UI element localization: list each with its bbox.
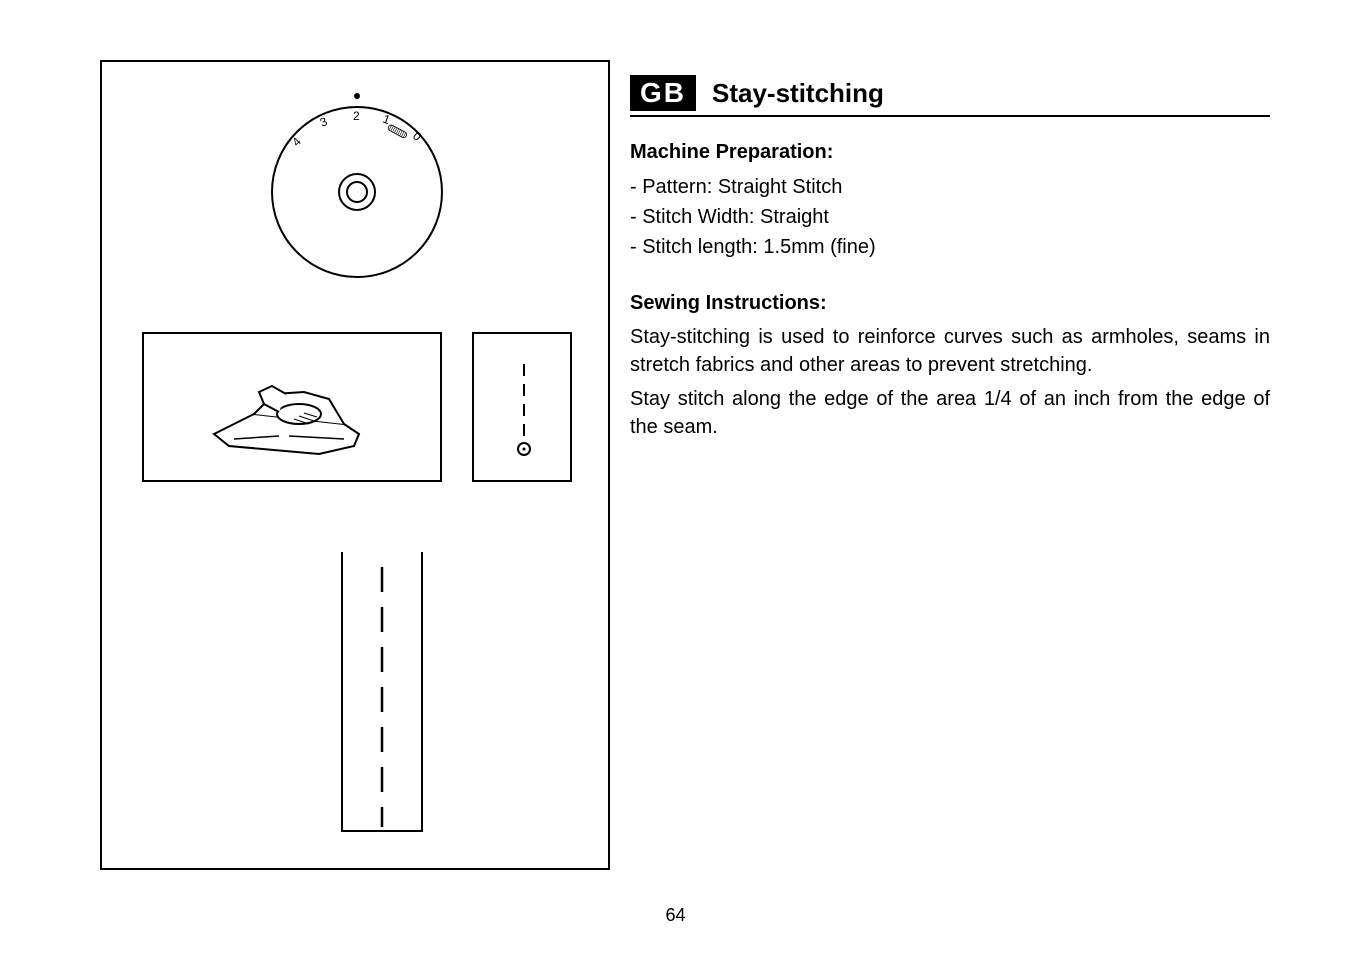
prep-item: - Stitch length: 1.5mm (fine) bbox=[630, 232, 1270, 262]
prep-item: - Stitch Width: Straight bbox=[630, 202, 1270, 232]
stitch-length-dial: 0 1 2 3 4 bbox=[257, 82, 457, 282]
language-badge: GB bbox=[630, 75, 696, 111]
stitch-pattern-box bbox=[472, 332, 572, 482]
dial-number-2: 2 bbox=[353, 109, 360, 123]
sewing-heading: Sewing Instructions: bbox=[630, 292, 1270, 315]
dial-number-4: 4 bbox=[289, 134, 304, 149]
body-paragraph: Stay stitch along the edge of the area 1… bbox=[630, 385, 1270, 441]
prep-list: - Pattern: Straight Stitch - Stitch Widt… bbox=[630, 172, 1270, 262]
stitch-pattern-svg bbox=[474, 334, 574, 484]
body-paragraph: Stay-stitching is used to reinforce curv… bbox=[630, 323, 1270, 379]
presser-foot-box bbox=[142, 332, 442, 482]
section-title: Stay-stitching bbox=[712, 78, 884, 109]
dial-svg: 0 1 2 3 4 bbox=[257, 82, 457, 282]
prep-heading: Machine Preparation: bbox=[630, 141, 1270, 164]
presser-foot-svg bbox=[144, 334, 444, 484]
illustration-panel: 0 1 2 3 4 bbox=[100, 60, 610, 870]
page-number: 64 bbox=[665, 905, 685, 926]
main-stitch-sample bbox=[322, 552, 442, 832]
instructions-panel: GB Stay-stitching Machine Preparation: -… bbox=[630, 75, 1270, 447]
section-header: GB Stay-stitching bbox=[630, 75, 1270, 117]
manual-page: 0 1 2 3 4 bbox=[0, 0, 1351, 954]
main-sample-svg bbox=[322, 552, 442, 832]
prep-item: - Pattern: Straight Stitch bbox=[630, 172, 1270, 202]
dial-number-3: 3 bbox=[318, 114, 330, 130]
